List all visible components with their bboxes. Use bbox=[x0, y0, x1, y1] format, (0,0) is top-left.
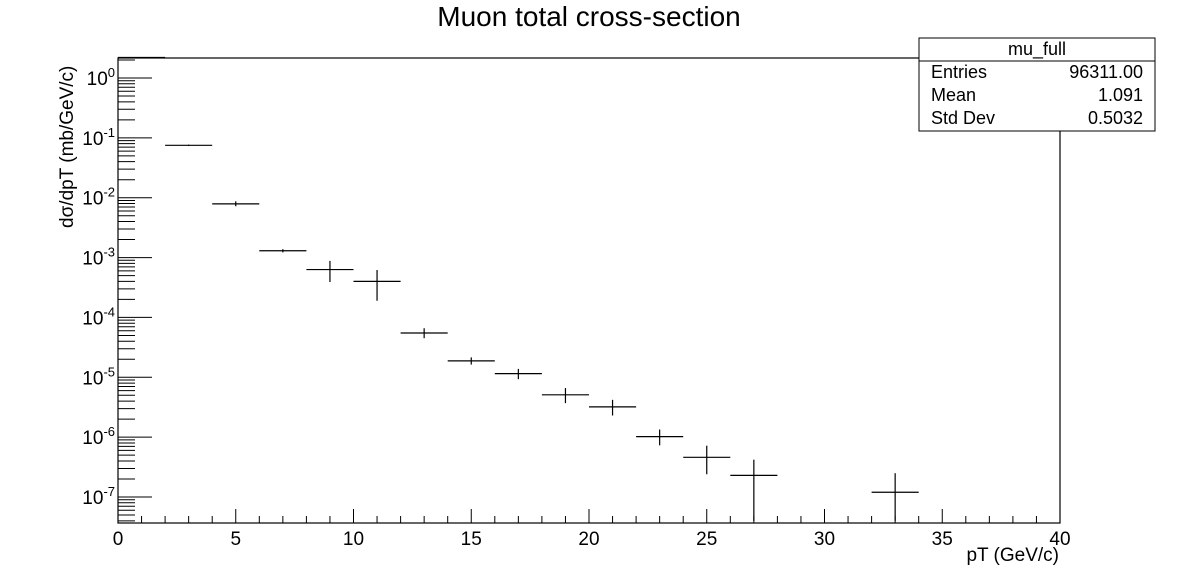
x-axis: 0 5 10 15 20 25 30 35 40 bbox=[113, 509, 1071, 550]
y-tick-label: 10-7 bbox=[82, 484, 115, 509]
data-points bbox=[118, 56, 919, 521]
data-point bbox=[494, 368, 542, 380]
y-tick-label: 10-6 bbox=[82, 424, 115, 449]
data-point bbox=[871, 473, 919, 521]
data-point bbox=[353, 269, 401, 301]
y-tick-label: 10-1 bbox=[82, 125, 115, 150]
x-tick-label: 30 bbox=[814, 529, 835, 550]
x-tick-label: 0 bbox=[113, 529, 124, 550]
stats-entries-label: Entries bbox=[931, 62, 987, 82]
x-tick-label: 20 bbox=[578, 529, 599, 550]
x-tick-label: 10 bbox=[343, 529, 364, 550]
data-point bbox=[306, 260, 354, 283]
data-point bbox=[636, 429, 684, 446]
x-tick-label: 40 bbox=[1049, 529, 1070, 550]
data-point bbox=[730, 459, 778, 521]
y-tick-label: 10-2 bbox=[82, 185, 115, 210]
data-point bbox=[541, 388, 589, 404]
chart-title: Muon total cross-section bbox=[437, 1, 740, 32]
x-axis-title: pT (GeV/c) bbox=[966, 545, 1059, 566]
y-axis: 100 10-1 10-2 10-3 10-4 10-5 10-6 10-7 bbox=[82, 59, 152, 522]
data-point bbox=[400, 328, 448, 339]
stats-stddev-value: 0.5032 bbox=[1088, 108, 1143, 128]
stats-box-frame bbox=[918, 37, 1156, 132]
y-axis-title: dσ/dpT (mb/GeV/c) bbox=[57, 66, 78, 228]
stats-entries-value: 96311.00 bbox=[1069, 62, 1143, 82]
stats-box: mu_full Entries 96311.00 Mean 1.091 Std … bbox=[918, 37, 1156, 132]
x-tick-label: 15 bbox=[461, 529, 482, 550]
data-point bbox=[259, 249, 307, 253]
x-tick-label: 25 bbox=[696, 529, 717, 550]
data-point bbox=[683, 445, 731, 475]
stats-stddev-label: Std Dev bbox=[931, 108, 995, 128]
stats-mean-value: 1.091 bbox=[1098, 85, 1143, 105]
y-tick-label: 100 bbox=[87, 65, 115, 90]
y-tick-label: 10-4 bbox=[82, 304, 115, 329]
data-point bbox=[212, 201, 260, 207]
x-tick-label: 5 bbox=[230, 529, 241, 550]
data-point bbox=[447, 357, 495, 365]
data-point bbox=[589, 399, 637, 416]
y-tick-label: 10-3 bbox=[82, 245, 115, 270]
x-tick-label: 35 bbox=[932, 529, 953, 550]
data-point bbox=[165, 144, 213, 147]
stats-box-name: mu_full bbox=[1008, 39, 1066, 60]
y-tick-label: 10-5 bbox=[82, 364, 115, 389]
stats-mean-label: Mean bbox=[931, 85, 976, 105]
